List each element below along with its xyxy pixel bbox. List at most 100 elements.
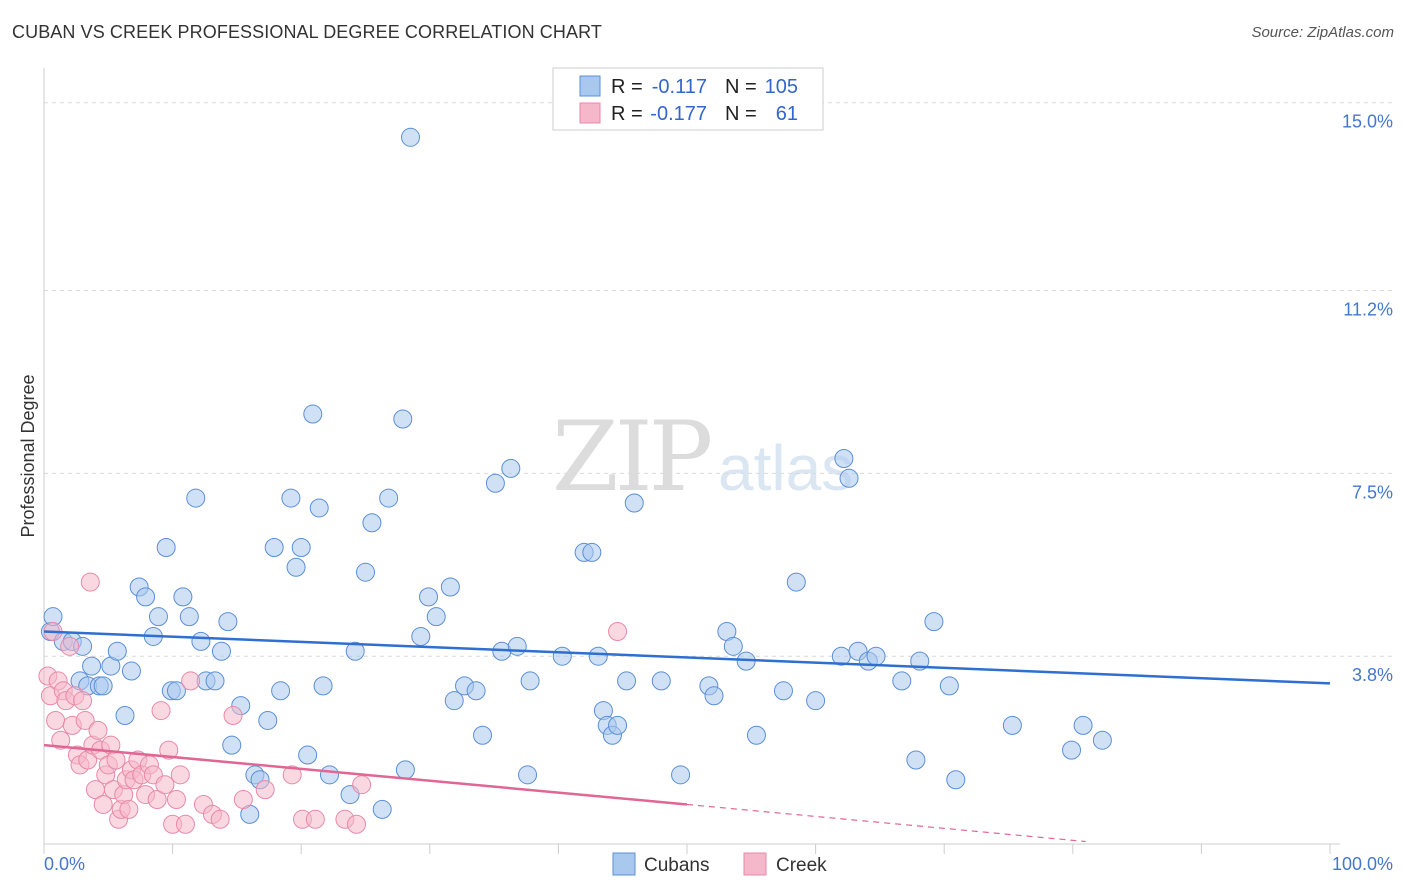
cubans-point: [291, 537, 311, 557]
cubans-point: [82, 656, 102, 676]
cubans-point: [179, 607, 199, 627]
cubans-point: [834, 449, 854, 469]
legend-creek-n-label: N =: [725, 103, 757, 125]
cubans-point: [892, 671, 912, 691]
cubans-point: [411, 626, 431, 646]
y-tick-label: 3.8%: [1352, 665, 1393, 685]
cubans-point: [939, 676, 959, 696]
creek-point: [170, 765, 190, 785]
cubans-point: [303, 404, 323, 424]
cubans-point: [671, 765, 691, 785]
gridlines: [44, 102, 1392, 657]
legend-box: R = -0.117 N = 105 R = -0.177 N = 61: [552, 67, 824, 131]
cubans-point: [93, 676, 113, 696]
trend-lines: [43, 630, 1331, 843]
cubans-point: [806, 691, 826, 711]
cubans-point: [704, 686, 724, 706]
cubans-point: [136, 587, 156, 607]
cubans-point: [866, 646, 886, 666]
creek-point: [88, 720, 108, 740]
legend-swatch-creek: [579, 102, 601, 124]
cubans-point: [520, 671, 540, 691]
cubans-point: [485, 473, 505, 493]
cubans-trend-line: [43, 630, 1331, 685]
cubans-point: [1092, 730, 1112, 750]
cubans-point: [651, 671, 671, 691]
cubans-point: [473, 725, 493, 745]
y-tick-label: 15.0%: [1342, 112, 1393, 132]
legend-creek-r-label: R =: [611, 103, 643, 125]
bottom-legend-swatch-cubans: [612, 852, 636, 876]
cubans-point: [518, 765, 538, 785]
cubans-point: [582, 542, 602, 562]
cubans-point: [264, 537, 284, 557]
bottom-legend-cubans: Cubans: [644, 855, 710, 876]
cubans-point: [286, 557, 306, 577]
creek-point: [147, 790, 167, 810]
cubans-point: [205, 671, 225, 691]
creek-point: [119, 799, 139, 819]
creek-point: [73, 691, 93, 711]
cubans-point: [218, 612, 238, 632]
cubans-point: [372, 799, 392, 819]
creek-trend-extension: [686, 803, 1086, 843]
cubans-point: [617, 671, 637, 691]
bottom-legend-swatch-creek: [743, 852, 767, 876]
creek-point: [80, 572, 100, 592]
creek-point: [151, 701, 171, 721]
cubans-point: [362, 513, 382, 533]
creek-point: [75, 710, 95, 730]
cubans-point: [401, 127, 421, 147]
creek-point: [46, 710, 66, 730]
creek-point: [159, 740, 179, 760]
cubans-point: [313, 676, 333, 696]
x-tick-label-max: 100.0%: [1332, 854, 1393, 874]
cubans-point: [271, 681, 291, 701]
chart-title: CUBAN VS CREEK PROFESSIONAL DEGREE CORRE…: [12, 22, 602, 42]
cubans-point: [1062, 740, 1082, 760]
creek-point: [181, 671, 201, 691]
legend-cubans-r-value: -0.117: [652, 76, 707, 98]
creek-point: [60, 636, 80, 656]
creek-point: [175, 814, 195, 834]
cubans-point: [222, 735, 242, 755]
cubans-point: [906, 750, 926, 770]
cubans-point: [419, 587, 439, 607]
creek-point: [233, 790, 253, 810]
creek-point: [210, 809, 230, 829]
cubans-point: [466, 681, 486, 701]
cubans-point: [1002, 715, 1022, 735]
cubans-point: [156, 537, 176, 557]
bottom-legend: Cubans Creek: [612, 852, 827, 876]
cubans-point: [507, 636, 527, 656]
creek-point: [282, 765, 302, 785]
watermark-atlas: atlas: [718, 432, 853, 504]
cubans-point: [298, 745, 318, 765]
cubans-point: [356, 562, 375, 582]
cubans-point: [173, 587, 193, 607]
cubans-point: [444, 691, 464, 711]
creek-point: [255, 780, 275, 800]
cubans-point: [924, 612, 944, 632]
creek-point: [608, 621, 628, 641]
cubans-point: [395, 760, 415, 780]
creek-point: [106, 750, 126, 770]
cubans-point: [946, 770, 966, 790]
creek-point: [223, 706, 243, 726]
creek-point: [166, 790, 186, 810]
cubans-point: [211, 641, 231, 661]
cubans-point: [608, 715, 628, 735]
legend-swatch-cubans: [579, 75, 601, 97]
x-tick-label-min: 0.0%: [44, 854, 85, 874]
cubans-point: [723, 636, 743, 656]
y-tick-label: 7.5%: [1352, 482, 1393, 502]
cubans-point: [148, 607, 168, 627]
cubans-point: [440, 577, 460, 597]
cubans-point: [839, 468, 859, 488]
legend-creek-n-value: 61: [776, 103, 798, 125]
cubans-point: [552, 646, 572, 666]
cubans-point: [501, 458, 521, 478]
creek-point: [305, 809, 325, 829]
creek-point: [93, 794, 113, 814]
series-cubans: [40, 127, 1112, 824]
